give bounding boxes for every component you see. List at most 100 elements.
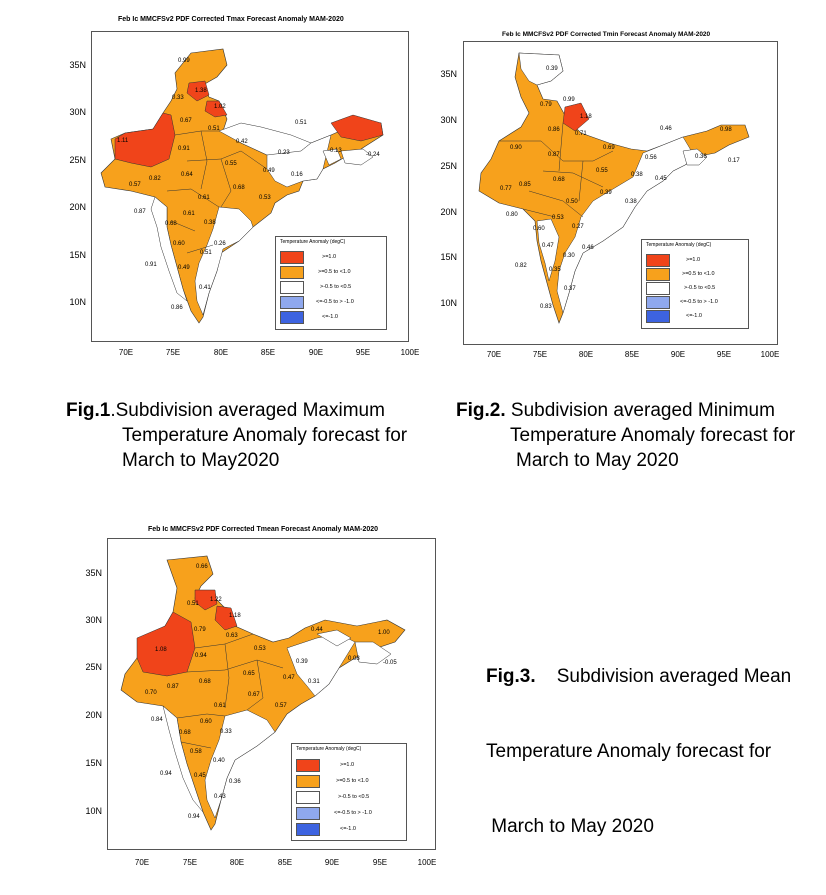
fig1-lat-tick: 15N (69, 250, 86, 260)
fig2-value: 0.46 (582, 245, 594, 251)
fig2-value: 0.27 (572, 224, 584, 230)
fig3-value: 0.51 (187, 601, 199, 607)
fig1-lon-tick: 75E (165, 348, 181, 357)
fig3-value: 0.08 (348, 656, 360, 662)
fig1-lat-tick: 30N (69, 107, 86, 117)
fig2-value: 0.46 (660, 126, 672, 132)
fig1-value: 0.55 (225, 161, 237, 167)
fig3-value: 0.31 (308, 679, 320, 685)
fig1-caption-line: March to May2020 (122, 450, 280, 471)
fig3-legend-title: Temperature Anomaly (degC) (296, 746, 362, 752)
fig1-title: Feb Ic MMCFSv2 PDF Corrected Tmax Foreca… (118, 16, 344, 23)
fig2-legend-title: Temperature Anomaly (degC) (646, 242, 712, 248)
fig1-lon-tick: 70E (118, 348, 134, 357)
fig2-value: 0.53 (552, 215, 564, 221)
fig1-lat-tick: 35N (69, 60, 86, 70)
fig3-legend-label: >=1.0 (340, 762, 355, 768)
fig3-lon-tick: 90E (324, 858, 340, 867)
fig2-value: 0.98 (720, 127, 732, 133)
fig1-value: 1.38 (195, 88, 207, 94)
fig3-value: 0.43 (214, 794, 226, 800)
fig1-value: 0.26 (214, 241, 226, 247)
fig3-value: 0.67 (248, 692, 260, 698)
fig3-caption: Fig.3. Subdivision averaged Mean Tempera… (486, 614, 816, 864)
fig2-lat-tick: 35N (440, 69, 457, 79)
fig2-value: 0.55 (596, 168, 608, 174)
fig2-caption: Fig.2. Subdivision averaged Minimum Temp… (456, 398, 816, 473)
fig1-lat-tick: 20N (69, 202, 86, 212)
fig2-caption-text: Subdivision averaged Minimum (505, 400, 775, 421)
fig2-value: 0.82 (515, 263, 527, 269)
fig3-value: 1.18 (229, 613, 241, 619)
fig2-lon-tick: 80E (578, 350, 594, 359)
fig3-value: 1.22 (210, 597, 222, 603)
fig2-value: 0.85 (519, 182, 531, 188)
fig3-legend-label: <=-0.5 to > -1.0 (334, 810, 372, 816)
fig2-value: 0.80 (506, 212, 518, 218)
fig1-lat-tick: 10N (69, 297, 86, 307)
fig3-value: 0.58 (190, 749, 202, 755)
fig1-value: 0.91 (178, 146, 190, 152)
fig1-value: 0.49 (178, 265, 190, 271)
fig1-legend-swatch (280, 281, 304, 294)
fig3-value: 0.70 (145, 690, 157, 696)
fig1-value: 0.87 (134, 209, 146, 215)
fig1-value: 0.82 (149, 176, 161, 182)
fig3-lon-tick: 75E (182, 858, 198, 867)
fig1-legend-swatch (280, 251, 304, 264)
fig3-legend-swatch (296, 807, 320, 820)
fig2-legend-swatch (646, 282, 670, 295)
fig3-value: 0.44 (311, 627, 323, 633)
fig3-caption-line: March to May 2020 (486, 816, 654, 837)
fig3-lat-tick: 25N (85, 662, 102, 672)
fig3-value: 0.68 (199, 679, 211, 685)
fig1-lon-tick: 90E (308, 348, 324, 357)
fig3-value: 0.63 (226, 633, 238, 639)
fig2-legend-label: >=0.5 to <1.0 (682, 271, 715, 277)
fig1-legend-swatch (280, 266, 304, 279)
fig3-lon-tick: 80E (229, 858, 245, 867)
fig2-value: 0.83 (540, 304, 552, 310)
fig3-value: 0.87 (167, 684, 179, 690)
fig3-value: 0.68 (179, 730, 191, 736)
fig2-value: 1.18 (580, 114, 592, 120)
fig3-lat-tick: 35N (85, 568, 102, 578)
fig1-value: 0.51 (200, 250, 212, 256)
fig2-lon-tick: 75E (532, 350, 548, 359)
fig2-lat-tick: 15N (440, 252, 457, 262)
fig3-lat-tick: 15N (85, 758, 102, 768)
fig2-value: 0.71 (575, 131, 587, 137)
fig1-caption-line: Fig.1.Subdivision averaged Maximum (66, 398, 416, 423)
fig1-lon-tick: 100E (400, 348, 420, 357)
fig3-legend-swatch (296, 775, 320, 788)
fig3-value: 0.94 (188, 814, 200, 820)
fig2-value: 0.90 (510, 145, 522, 151)
fig1-caption-label: Fig.1 (66, 400, 111, 421)
fig3-legend: Temperature Anomaly (degC) >=1.0 >=0.5 t… (291, 743, 407, 841)
fig3-value: 0.47 (283, 675, 295, 681)
fig1-legend-swatch (280, 311, 304, 324)
fig1-value: 0.60 (173, 241, 185, 247)
fig2-legend-swatch (646, 310, 670, 323)
fig3-value: 0.36 (229, 779, 241, 785)
fig2-lat-tick: 10N (440, 298, 457, 308)
fig3-legend-swatch (296, 791, 320, 804)
fig3-caption-label: Fig.3. (486, 666, 536, 687)
fig2-value: 0.30 (563, 253, 575, 259)
fig3-value: 0.66 (196, 564, 208, 570)
fig2-lat-tick: 20N (440, 207, 457, 217)
fig1-value: 0.49 (263, 168, 275, 174)
fig1-value: 0.86 (171, 305, 183, 311)
fig3-lon-tick: 100E (417, 858, 437, 867)
fig1-legend-title: Temperature Anomaly (degC) (280, 239, 346, 245)
fig2-value: 0.68 (553, 177, 565, 183)
fig2-legend-label: >=1.0 (686, 257, 701, 263)
fig1-value: 1.02 (214, 104, 226, 110)
fig2-lon-tick: 90E (670, 350, 686, 359)
fig3-lat-tick: 30N (85, 615, 102, 625)
fig3-legend-label: >=0.5 to <1.0 (336, 778, 369, 784)
fig3-lat-tick: 20N (85, 710, 102, 720)
fig1-value: 0.68 (233, 185, 245, 191)
fig1-value: 0.41 (199, 285, 211, 291)
fig1-legend-label: >=0.5 to <1.0 (318, 269, 351, 275)
